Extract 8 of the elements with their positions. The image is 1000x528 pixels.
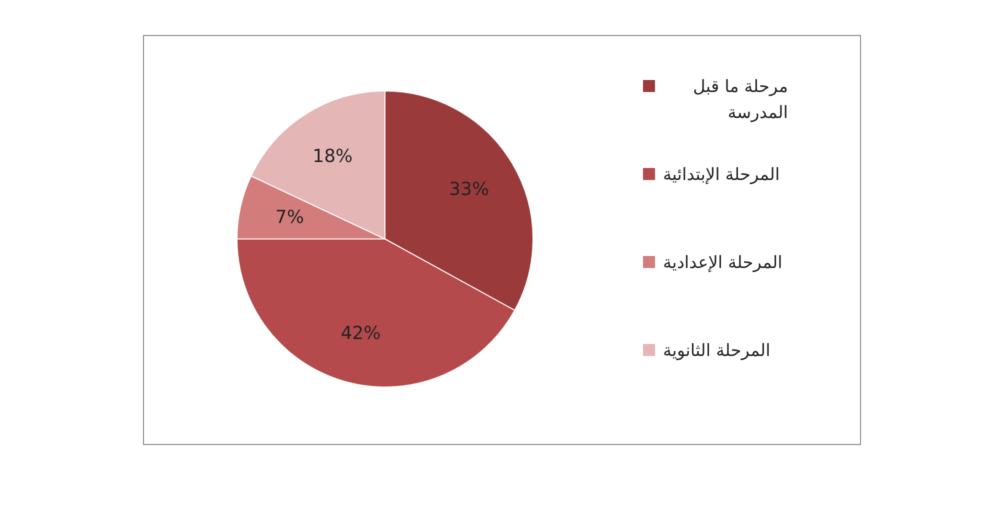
data-label: 18%: [312, 146, 353, 168]
legend-label: المرحلة الثانوية: [663, 340, 770, 363]
data-label: 7%: [275, 207, 304, 228]
data-label: 42%: [340, 323, 381, 344]
data-label: 33%: [449, 178, 490, 200]
legend-label: مرحلة ما قبل المدرسة: [692, 76, 788, 125]
legend-label: المرحلة الإعدادية: [663, 252, 782, 275]
legend-label: المرحلة الإبتدائية: [663, 164, 780, 187]
